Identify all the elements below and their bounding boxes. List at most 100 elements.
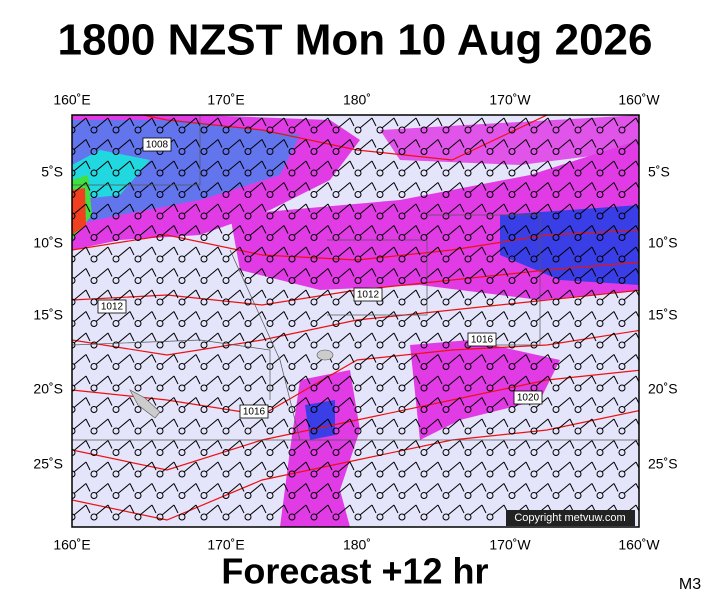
barb-feather <box>613 268 619 277</box>
wind-barb <box>596 397 619 413</box>
barb-staff <box>381 461 395 473</box>
barb-station <box>354 191 362 198</box>
wind-barb <box>134 504 157 521</box>
barb-station <box>464 449 472 456</box>
barb-feather <box>129 268 135 277</box>
barb-station <box>244 169 252 177</box>
barb-station <box>530 363 538 370</box>
barb-station <box>134 384 142 392</box>
wind-barb <box>354 139 377 155</box>
barb-station <box>332 449 340 456</box>
barb-feather <box>217 461 223 471</box>
wind-barb <box>222 504 245 521</box>
wind-barb <box>200 160 223 177</box>
barb-feather <box>591 461 597 471</box>
barb-staff <box>491 289 505 301</box>
barb-feather <box>107 182 113 191</box>
barb-feather <box>195 225 201 234</box>
barb-station <box>266 126 274 134</box>
barb-station <box>222 513 230 521</box>
barb-station <box>178 277 186 284</box>
barb-feather <box>129 461 135 471</box>
barb-staff <box>227 160 241 172</box>
barb-station <box>376 148 384 155</box>
barb-staff <box>227 397 241 408</box>
wind-barb <box>222 418 245 435</box>
barb-station <box>112 406 120 413</box>
barb-feather <box>261 375 267 385</box>
barb-staff <box>271 203 285 215</box>
barb-feather <box>261 418 267 428</box>
wind-barb <box>156 268 179 284</box>
barb-staff <box>271 225 285 236</box>
barb-feather <box>305 268 311 277</box>
barb-station <box>574 320 582 327</box>
barb-station <box>200 277 208 284</box>
wind-barb <box>420 117 443 134</box>
wind-barb <box>420 268 443 284</box>
barb-feather <box>459 440 465 449</box>
barb-staff <box>491 504 505 516</box>
wind-barb <box>508 117 531 134</box>
barb-staff <box>205 246 219 258</box>
wind-barb <box>178 117 201 134</box>
barb-staff <box>271 246 285 258</box>
barb-staff <box>403 203 417 215</box>
barb-staff <box>117 225 131 236</box>
barb-staff <box>205 397 219 408</box>
wind-barb <box>288 332 311 349</box>
barb-feather <box>283 504 289 514</box>
barb-staff <box>183 225 197 236</box>
barb-staff <box>469 440 483 451</box>
barb-staff <box>183 332 197 344</box>
wind-barb <box>288 182 311 198</box>
barb-station <box>486 212 494 220</box>
barb-staff <box>315 139 329 150</box>
barb-station <box>508 126 516 134</box>
barb-staff <box>381 268 395 279</box>
wind-barb <box>266 160 289 177</box>
barb-staff <box>73 268 87 279</box>
barb-feather <box>173 268 179 277</box>
barb-station <box>90 234 98 241</box>
barb-station <box>420 148 428 155</box>
barb-station <box>618 191 626 198</box>
barb-feather <box>613 440 619 449</box>
wind-barb <box>90 483 113 499</box>
wind-barb <box>178 332 201 349</box>
barb-feather <box>327 160 333 170</box>
barb-station <box>442 277 450 284</box>
barb-feather <box>613 117 619 127</box>
barb-staff <box>359 268 373 279</box>
barb-feather <box>261 461 267 471</box>
barb-feather <box>217 483 223 492</box>
barb-staff <box>557 375 571 387</box>
barb-station <box>618 470 626 478</box>
barb-feather <box>547 203 553 213</box>
barb-feather <box>283 397 289 406</box>
wind-barb <box>310 375 333 392</box>
barb-staff <box>513 225 527 236</box>
barb-feather <box>503 268 509 277</box>
barb-feather <box>217 440 223 449</box>
barb-station <box>134 126 142 134</box>
barb-staff <box>513 268 527 279</box>
wind-barb <box>178 289 201 306</box>
wind-barb <box>618 375 639 392</box>
wind-barb <box>508 182 531 198</box>
wind-barb <box>310 268 333 284</box>
barb-station <box>244 191 252 198</box>
wind-barb <box>574 246 597 263</box>
barb-staff <box>601 375 615 387</box>
barb-staff <box>183 483 197 494</box>
barb-staff <box>425 483 439 494</box>
wind-barb <box>332 461 355 478</box>
barb-staff <box>381 440 395 451</box>
barb-feather <box>503 225 509 234</box>
wind-barb <box>200 182 223 198</box>
wind-barb <box>310 461 333 478</box>
wind-barb <box>574 139 597 155</box>
wind-barb <box>618 268 639 284</box>
wind-barb <box>354 397 377 413</box>
barb-staff <box>601 160 615 172</box>
